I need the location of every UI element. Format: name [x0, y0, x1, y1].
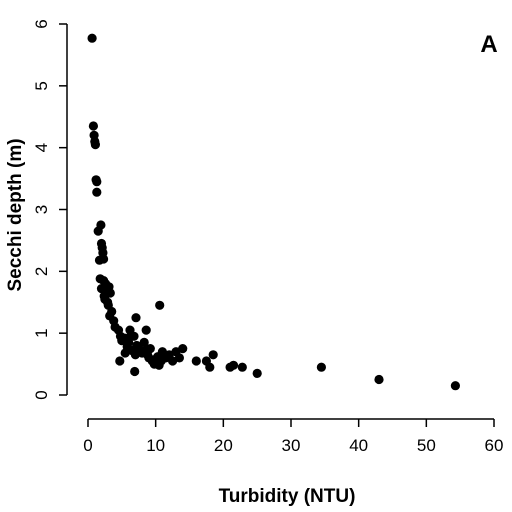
x-tick-label: 0 — [83, 436, 92, 455]
data-point — [88, 121, 98, 131]
data-point — [141, 325, 151, 335]
x-tick-label: 40 — [349, 436, 368, 455]
data-point — [145, 344, 155, 354]
axes: 0 10 20 30 40 50 60 0 1 2 3 4 5 6 — [32, 19, 503, 455]
y-tick-label: 1 — [32, 328, 51, 337]
x-tick-label: 20 — [214, 436, 233, 455]
x-tick-label: 10 — [146, 436, 165, 455]
y-tick-label: 6 — [32, 19, 51, 28]
data-point — [130, 366, 140, 377]
y-tick-label: 3 — [32, 205, 51, 214]
data-point — [205, 362, 215, 372]
data-point — [178, 344, 188, 354]
data-point — [252, 368, 262, 378]
x-tick-label: 30 — [282, 436, 301, 455]
x-axis-title: Turbidity (NTU) — [219, 486, 356, 507]
panel-label: A — [480, 31, 497, 58]
data-point — [237, 362, 247, 372]
data-point — [139, 337, 149, 347]
data-point — [174, 353, 184, 363]
data-point — [94, 255, 105, 265]
data-point — [374, 374, 384, 385]
data-point — [450, 381, 460, 391]
data-point — [208, 350, 218, 360]
y-axis-title: Secchi depth (m) — [5, 138, 26, 291]
data-points — [87, 33, 460, 391]
data-point — [228, 360, 239, 370]
data-point — [92, 187, 102, 197]
data-point — [90, 140, 100, 150]
y-tick-label: 2 — [32, 267, 51, 276]
data-point — [115, 356, 125, 366]
y-tick-label: 4 — [32, 143, 51, 152]
data-point — [87, 33, 97, 43]
data-point — [131, 313, 141, 323]
data-point — [96, 220, 106, 230]
data-point — [92, 177, 102, 187]
data-point — [120, 348, 130, 358]
data-point — [191, 356, 201, 366]
data-point — [126, 331, 136, 341]
y-tick-label: 5 — [32, 81, 51, 90]
data-point — [316, 362, 326, 372]
x-tick-label: 60 — [485, 436, 504, 455]
x-tick-label: 50 — [417, 436, 436, 455]
data-point — [155, 300, 165, 310]
y-tick-label: 0 — [32, 390, 51, 399]
